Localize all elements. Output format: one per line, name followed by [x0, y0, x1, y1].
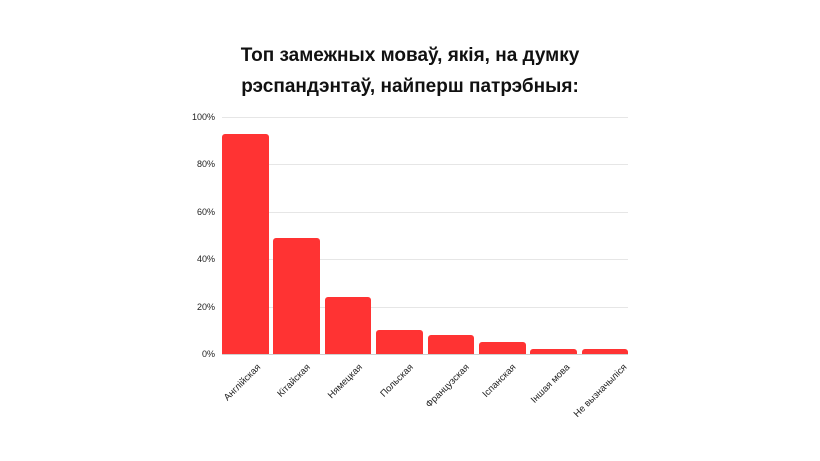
x-tick-label: Не вызначыліся: [571, 362, 630, 420]
chart-title-line-1: Топ замежных моваў, якія, на думку: [240, 45, 580, 66]
x-tick-label: Французская: [423, 362, 472, 411]
y-tick-label: 80%: [196, 159, 215, 170]
bar: [530, 349, 577, 354]
bar: [324, 297, 372, 354]
x-tick-label: Іншая мова: [528, 362, 573, 406]
x-tick-label: Англійская: [221, 362, 264, 404]
plot-area: [222, 117, 629, 355]
x-tick-label: Іспанская: [480, 362, 519, 400]
y-tick-label: 0%: [201, 349, 215, 359]
x-tick-label: Кітайская: [275, 362, 313, 400]
gridline: [222, 259, 628, 261]
bar: [273, 237, 320, 354]
bar: [479, 342, 526, 354]
chart-title: Топ замежных моваў, якія, на думку рэспа…: [0, 40, 820, 102]
gridline: [222, 164, 628, 166]
chart-title-line-2: рэспандэнтаў, найперш патрэбныя:: [241, 76, 579, 97]
gridline: [222, 211, 628, 213]
bar: [581, 349, 629, 354]
y-tick-label: 100%: [191, 112, 215, 122]
x-tick-label: Польская: [378, 362, 416, 400]
y-tick-label: 40%: [196, 254, 215, 265]
x-tick-label: Нямецкая: [326, 362, 365, 401]
gridline: [222, 354, 628, 355]
bar: [427, 335, 475, 354]
bar: [222, 133, 269, 354]
gridline: [222, 306, 628, 308]
bar: [376, 330, 423, 354]
y-tick-label: 60%: [196, 206, 215, 217]
gridline: [222, 117, 628, 118]
y-tick-label: 20%: [196, 301, 215, 312]
